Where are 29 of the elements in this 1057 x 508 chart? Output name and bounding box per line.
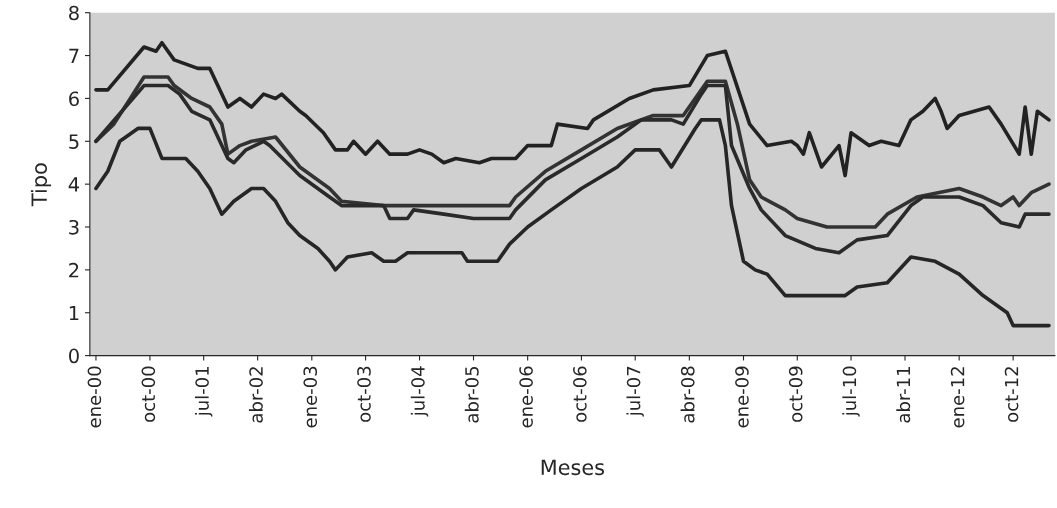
y-tick-label: 7: [69, 48, 79, 63]
x-tick-label: abr-11: [896, 366, 911, 423]
x-tick-label: ene-12: [950, 367, 965, 428]
y-tick-label: 4: [68, 177, 80, 192]
y-tick-label: 0: [69, 348, 79, 364]
y-tick-label: 6: [69, 91, 79, 107]
x-tick-label: abr-08: [680, 366, 695, 423]
x-tick-label: oct-12: [1004, 367, 1019, 422]
x-tick-label: ene-06: [519, 366, 533, 428]
y-tick-label: 1: [69, 305, 79, 321]
x-tick-label: ene-09: [735, 366, 749, 428]
y-axis-title: Tipo: [30, 163, 52, 207]
y-tick-label: 5: [69, 134, 79, 149]
x-tick-label: oct-06: [573, 366, 587, 422]
y-tick-label: 8: [69, 5, 79, 21]
x-tick-label: ene-00: [87, 366, 102, 428]
x-tick-label: jul-07: [626, 366, 644, 417]
x-tick-label: oct-03: [357, 366, 371, 422]
y-tick-label: 3: [69, 219, 79, 235]
x-tick-label: jul-10: [842, 366, 860, 417]
x-axis-title: Meses: [541, 459, 605, 476]
x-tick-label: oct-09: [788, 366, 803, 422]
y-tick-label: 2: [69, 262, 79, 278]
x-tick-label: jul-01: [194, 366, 213, 417]
x-tick-label: abr-05: [464, 366, 479, 423]
x-tick-label: ene-03: [303, 366, 318, 428]
x-tick-label: oct-00: [141, 366, 156, 422]
x-tick-label: jul-04: [410, 366, 429, 417]
x-tick-label: abr-02: [248, 367, 263, 423]
